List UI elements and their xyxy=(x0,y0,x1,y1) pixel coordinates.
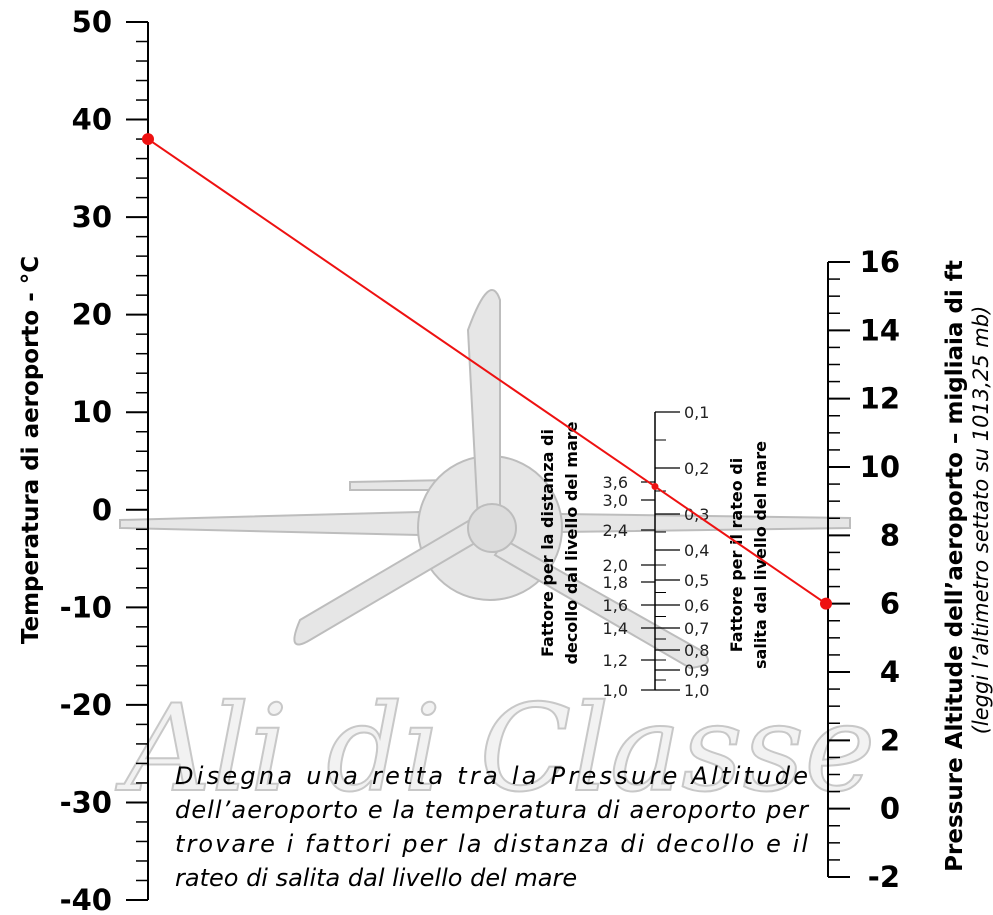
factor-tick-label: 1,4 xyxy=(603,619,628,638)
takeoff-label: Fattore per la distanza di xyxy=(538,429,557,657)
tick-label: -2 xyxy=(868,860,900,894)
factor-tick-label: 0,7 xyxy=(684,619,709,638)
tick-label: 40 xyxy=(72,103,112,137)
nomogram: Ali di Classe Temperatura di aeroporto -… xyxy=(0,0,993,915)
factor-tick-label: 0,9 xyxy=(684,661,709,680)
tick-label: -40 xyxy=(60,883,112,915)
tick-label: 4 xyxy=(880,655,900,689)
tick-label: 16 xyxy=(860,245,900,279)
altitude-label: Pressure Altitude dell’aeroporto – migli… xyxy=(942,260,968,872)
instruction-line: dell’aeroporto e la temperatura di aerop… xyxy=(175,796,810,824)
climb-label: Fattore per il rateo di xyxy=(727,458,746,652)
factor-tick-label: 2,4 xyxy=(603,521,628,540)
tick-label: 0 xyxy=(880,792,900,826)
factor-tick-label: 3,0 xyxy=(603,491,628,510)
factor-tick-label: 0,6 xyxy=(684,596,709,615)
altitude-point xyxy=(820,598,832,610)
factor-tick-label: 0,4 xyxy=(684,541,709,560)
tick-label: 12 xyxy=(860,382,900,416)
factor-tick-label: 1,0 xyxy=(603,681,628,700)
factor-tick-label: 0,8 xyxy=(684,641,709,660)
factor-tick-label: 0,5 xyxy=(684,571,709,590)
tick-label: 10 xyxy=(72,395,112,429)
tick-label: 0 xyxy=(92,493,112,527)
tick-label: -10 xyxy=(60,590,112,624)
takeoff-label: decollo dal livello del mare xyxy=(562,421,581,664)
factor-tick-label: 3,6 xyxy=(603,473,628,492)
factor-tick-label: 1,0 xyxy=(684,681,709,700)
factor-tick-label: 0,2 xyxy=(684,459,709,478)
tick-label: 14 xyxy=(860,313,900,347)
tick-label: -20 xyxy=(60,688,112,722)
tick-label: 6 xyxy=(880,587,900,621)
factor-tick-label: 1,8 xyxy=(603,573,628,592)
instruction-line: trovare i fattori per la distanza di dec… xyxy=(175,830,808,858)
tick-label: 50 xyxy=(72,5,112,39)
tick-label: -30 xyxy=(60,785,112,819)
temperature-point xyxy=(142,133,154,145)
tick-label: 10 xyxy=(860,450,900,484)
factor-tick-label: 0,1 xyxy=(684,403,709,422)
altitude-note: (leggi l’altimetro settato su 1013,25 mb… xyxy=(969,306,993,735)
factor-tick-label: 1,2 xyxy=(603,651,628,670)
tick-label: 8 xyxy=(880,518,900,552)
temperature-label: Temperatura di aeroporto - °C xyxy=(18,256,44,644)
tick-label: 30 xyxy=(72,200,112,234)
factor-tick-label: 1,6 xyxy=(603,596,628,615)
intersection-point xyxy=(652,483,659,490)
instruction-line: Disegna una retta tra la Pressure Altitu… xyxy=(175,762,808,790)
instruction-line: rateo di salita dal livello del mare xyxy=(175,864,577,892)
tick-label: 20 xyxy=(72,298,112,332)
tick-label: 2 xyxy=(880,723,900,757)
